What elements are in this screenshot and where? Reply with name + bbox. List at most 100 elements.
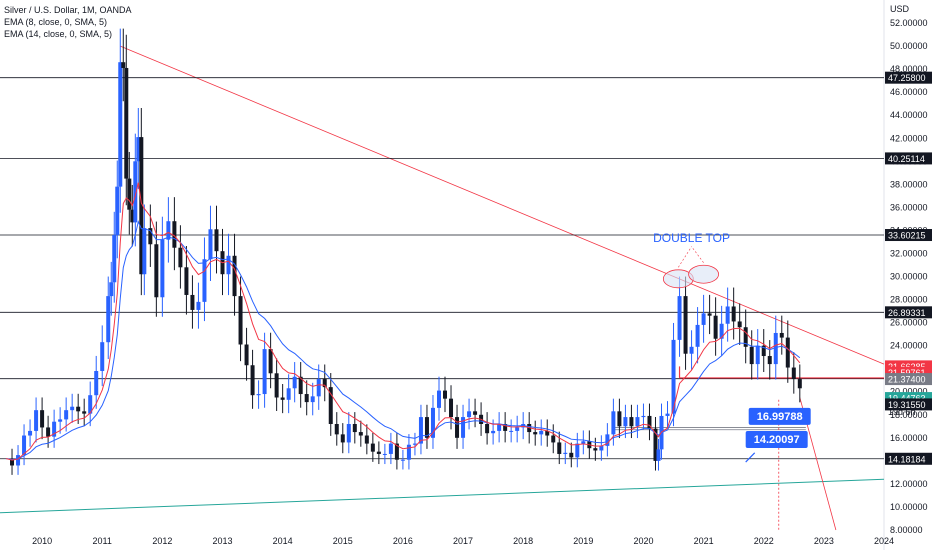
double-top-peak-2 xyxy=(688,264,719,284)
x-tick-label: 2022 xyxy=(754,536,774,546)
candle-body xyxy=(773,332,778,365)
candle-body xyxy=(268,349,273,374)
last-price-label: 19.31550 xyxy=(888,400,926,410)
resistance-trendline xyxy=(120,45,885,365)
candle-body xyxy=(82,411,87,414)
candle-body xyxy=(370,443,375,452)
candle-body xyxy=(731,306,736,322)
candle-body xyxy=(755,345,760,365)
candle-body xyxy=(178,247,183,268)
y-tick-label: 48.00000 xyxy=(890,64,928,74)
candle-body xyxy=(611,411,616,435)
y-tick-label: 44.00000 xyxy=(890,110,928,120)
x-tick-label: 2015 xyxy=(333,536,353,546)
y-tick-label: 50.00000 xyxy=(890,41,928,51)
candle-body xyxy=(100,342,105,371)
candle-body xyxy=(262,349,267,395)
level-price-label: 33.60215 xyxy=(888,231,926,241)
x-tick-label: 2019 xyxy=(573,536,593,546)
candle-body xyxy=(160,239,165,298)
candle-body xyxy=(671,339,676,414)
candle-body xyxy=(394,443,399,460)
candle-body xyxy=(779,332,784,338)
candle-body xyxy=(244,344,249,366)
target-label-1: 16.99788 xyxy=(757,411,803,423)
double-top-pointer-2 xyxy=(691,246,704,263)
candle-body xyxy=(136,137,141,162)
candle-body xyxy=(509,430,514,432)
candle-body xyxy=(184,267,189,295)
y-tick-label: 16.00000 xyxy=(890,433,928,443)
candle-body xyxy=(689,346,694,354)
candle-body xyxy=(713,315,718,339)
level-price-label-bg xyxy=(885,71,932,84)
candle-body xyxy=(214,229,219,252)
candle-body xyxy=(635,417,640,427)
y-tick-label: 10.00000 xyxy=(890,502,928,512)
countdown-label: 19d 6h xyxy=(888,407,916,417)
candle-body xyxy=(22,435,27,456)
candle-body xyxy=(725,306,730,324)
target-label-1-bg xyxy=(748,407,811,425)
candle-body xyxy=(64,410,69,420)
candle-body xyxy=(443,390,448,399)
y-tick-label: 42.00000 xyxy=(890,133,928,143)
x-tick-label: 2020 xyxy=(633,536,653,546)
candle-body xyxy=(569,452,574,458)
candle-body xyxy=(791,367,796,380)
x-tick-label: 2017 xyxy=(453,536,473,546)
chart-legend: Silver / U.S. Dollar, 1M, OANDA EMA (8, … xyxy=(4,4,132,40)
candle-body xyxy=(190,294,195,310)
candle-body xyxy=(707,313,712,316)
candle-body xyxy=(400,459,405,461)
x-tick-label: 2024 xyxy=(874,536,894,546)
candle-body xyxy=(491,430,496,434)
candle-body xyxy=(52,421,57,437)
candle-body xyxy=(250,365,255,396)
x-tick-label: 2021 xyxy=(694,536,714,546)
candle-body xyxy=(449,398,454,418)
candle-body xyxy=(485,424,490,434)
candle-body xyxy=(797,379,802,389)
candle-body xyxy=(406,444,411,460)
candle-body xyxy=(467,411,472,418)
candle-body xyxy=(629,417,634,427)
candle-body xyxy=(322,379,327,388)
y-tick-label: 52.00000 xyxy=(890,18,928,28)
candle-body xyxy=(376,451,381,454)
candle-body xyxy=(316,379,321,397)
candle-body xyxy=(304,394,309,403)
level-price-label: 47.25800 xyxy=(888,73,926,83)
candle-body xyxy=(665,413,670,416)
candle-body xyxy=(346,424,351,443)
y-tick-label: 20.00000 xyxy=(890,387,928,397)
x-tick-label: 2018 xyxy=(513,536,533,546)
level-price-label-bg xyxy=(885,452,932,465)
candle-body xyxy=(737,321,742,328)
candle-body xyxy=(503,424,508,431)
double-top-label: DOUBLE TOP xyxy=(653,231,730,245)
candle-body xyxy=(436,390,441,408)
double-top-pointer-1 xyxy=(678,246,692,268)
level-price-label: 26.89331 xyxy=(888,308,926,318)
candle-body xyxy=(623,417,628,427)
x-tick-label: 2013 xyxy=(212,536,232,546)
level-price-label-bg xyxy=(885,306,932,319)
candle-body xyxy=(497,424,502,431)
candle-body xyxy=(455,417,460,438)
y-tick-label: 24.00000 xyxy=(890,341,928,351)
candle-body xyxy=(418,417,423,444)
candle-body xyxy=(58,419,63,422)
candle-body xyxy=(226,255,231,275)
candle-body xyxy=(340,434,345,443)
candle-body xyxy=(196,301,201,310)
candle-body xyxy=(70,406,75,411)
candle-body xyxy=(172,221,177,248)
candle-body xyxy=(412,443,417,445)
candle-body xyxy=(719,323,724,339)
candle-body xyxy=(695,324,700,347)
level-price-label-bg xyxy=(885,152,932,165)
candle-body xyxy=(28,430,33,436)
